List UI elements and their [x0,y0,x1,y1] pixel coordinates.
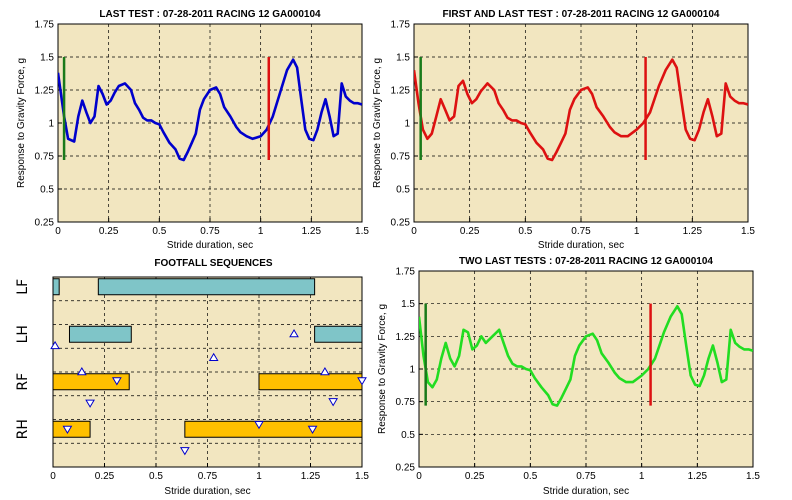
triangle-marker [62,425,73,434]
lane-label-lh: LH [15,325,31,343]
triangle-marker [254,420,264,430]
x-axis-label: Stride duration, sec [164,486,250,497]
y-tick-label: 1.5 [396,53,410,64]
y-tick-label: 0.5 [396,185,410,196]
x-tick-label: 1 [258,226,264,237]
y-axis-label: Response to Gravity Force, g [372,58,383,188]
x-tick-label: 0.5 [523,471,537,482]
y-tick-label: 1.25 [35,86,55,97]
footfall-bar-rh [184,420,363,438]
x-tick-label: 0.75 [571,226,591,237]
x-tick-label: 0.75 [200,226,220,237]
footfall-bar-rf [52,373,130,391]
chart-title: FOOTFALL SEQUENCES [154,258,272,269]
x-axis-label: Stride duration, sec [543,486,629,497]
y-tick-label: 0.25 [391,218,411,229]
chart-title: FIRST AND LAST TEST : 07-28-2011 RACING … [443,9,720,20]
x-tick-label: 0.25 [95,471,115,482]
x-tick-label: 1 [256,471,262,482]
footfall-bar-lh [314,325,363,343]
x-tick-label: 0.25 [99,226,119,237]
x-tick-label: 0 [55,226,61,237]
y-tick-label: 1.5 [40,53,54,64]
chart-title: LAST TEST : 07-28-2011 RACING 12 GA00010… [99,9,321,20]
chart-title: TWO LAST TESTS : 07-28-2011 RACING 12 GA… [459,256,713,267]
y-tick-label: 1.25 [391,86,411,97]
triangle-marker [179,447,190,456]
x-tick-label: 1.25 [683,226,703,237]
series-line-1 [58,58,362,162]
x-tick-label: 0.5 [518,226,532,237]
y-tick-label: 0.25 [396,463,416,474]
x-tick-label: 1 [639,471,645,482]
x-tick-label: 1 [634,226,640,237]
footfall-bar-lf [52,278,60,296]
footfall-bar-lh [68,325,132,343]
x-tick-label: 0.75 [576,471,596,482]
y-tick-label: 1 [404,119,410,130]
y-tick-label: 0.5 [40,185,54,196]
lane-label-lf: LF [15,279,31,295]
y-tick-label: 1.75 [396,267,416,278]
y-tick-label: 1.75 [391,20,411,31]
y-tick-label: 0.75 [396,397,416,408]
y-tick-label: 0.75 [391,152,411,163]
y-axis-label: Response to Gravity Force, g [16,58,27,188]
y-tick-label: 1.5 [401,299,415,310]
x-tick-label: 0.25 [460,226,480,237]
triangle-marker [50,340,60,350]
triangle-marker [76,367,87,376]
footfall-bar-lf [97,278,316,296]
x-tick-label: 0.5 [149,471,163,482]
triangle-marker [111,377,122,386]
y-tick-label: 1.25 [396,332,416,343]
plot-area [52,276,363,468]
triangle-marker [307,425,318,434]
series-line-1 [414,58,748,162]
footfall-bar-rf [258,373,363,391]
y-tick-label: 1 [409,365,415,376]
x-axis-label: Stride duration, sec [538,240,624,251]
triangle-marker [328,398,339,407]
y-tick-label: 0.25 [35,218,55,229]
footfall-bar-rh [52,420,91,438]
x-tick-label: 1.5 [355,226,369,237]
chart-4: 0 0.25 0.5 0.75 1 1.25 1.50.250.50.7511.251.51… [377,256,760,497]
x-tick-label: 0.75 [198,471,218,482]
y-axis-label: Response to Gravity Force, g [377,304,388,434]
lane-label-rf: RF [15,373,31,391]
x-tick-label: 1.25 [302,226,322,237]
x-axis-label: Stride duration, sec [167,240,253,251]
x-tick-label: 1.25 [301,471,321,482]
chart-3: 0 0.25 0.5 0.75 1 1.25 1.5 LF LH RF RH FOOTFALL SEQ… [15,258,369,497]
x-tick-label: 1.5 [355,471,369,482]
x-tick-label: 1.5 [741,226,755,237]
x-tick-label: 0 [416,471,422,482]
x-tick-label: 0.25 [465,471,485,482]
triangle-marker [320,367,330,376]
triangle-marker [208,352,219,362]
x-tick-label: 1.25 [688,471,708,482]
y-tick-label: 0.5 [401,430,415,441]
series-line-1 [419,305,753,407]
triangle-marker [289,329,299,338]
y-tick-label: 1.75 [35,20,55,31]
triangle-marker [357,377,367,386]
x-tick-label: 0 [50,471,56,482]
lane-label-rh: RH [15,419,31,439]
triangle-marker [85,399,95,408]
x-tick-label: 0.5 [152,226,166,237]
x-tick-label: 0 [411,226,417,237]
y-tick-label: 1 [48,119,54,130]
y-tick-label: 0.75 [35,152,55,163]
chart-1: 0 0.25 0.5 0.75 1 1.25 1.50.250.50.7511.251.51… [16,9,369,251]
chart-2: 0 0.25 0.5 0.75 1 1.25 1.50.250.50.7511.251.51… [372,9,755,251]
x-tick-label: 1.5 [746,471,760,482]
